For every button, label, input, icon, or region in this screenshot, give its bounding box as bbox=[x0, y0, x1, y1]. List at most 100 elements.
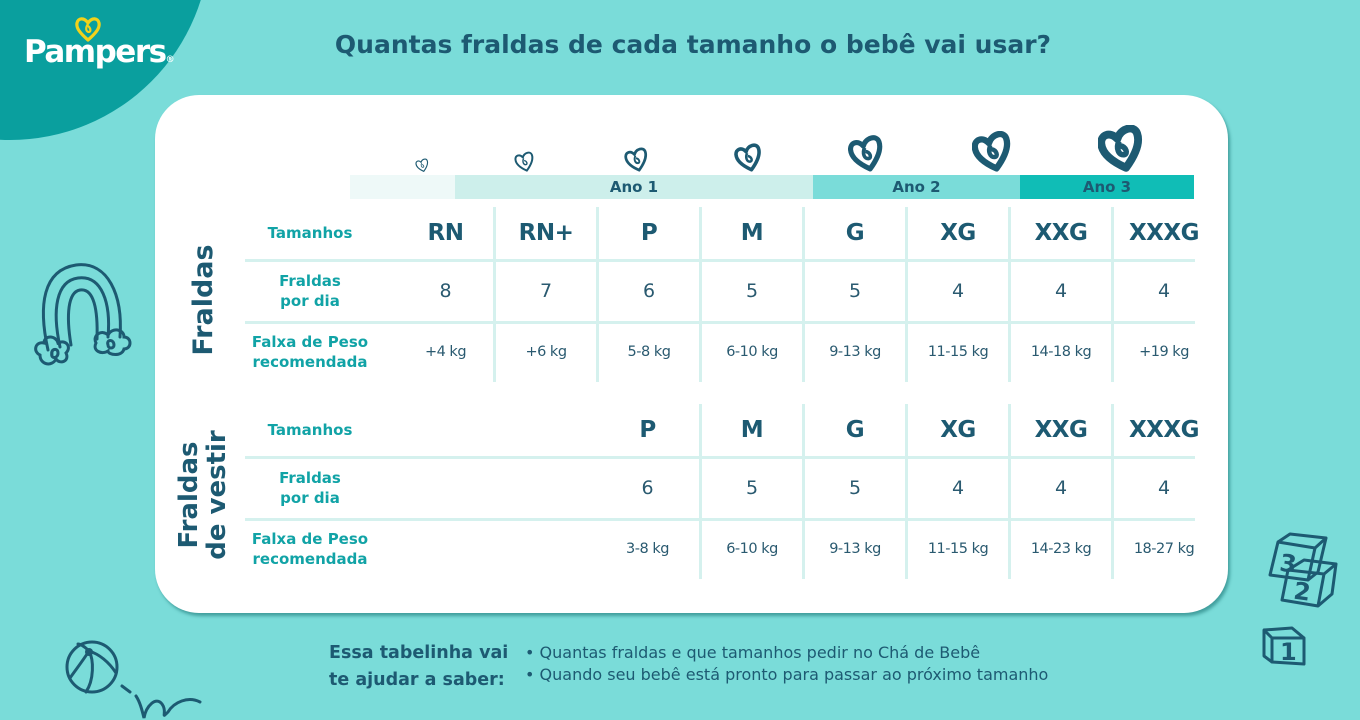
weight-range-cell: 6-10 kg bbox=[699, 519, 802, 579]
footer-lead-line2: te ajudar a saber: bbox=[329, 670, 505, 690]
row-divider bbox=[245, 456, 1195, 459]
registered-mark: ® bbox=[165, 55, 175, 65]
row-label-line2: por dia bbox=[280, 292, 340, 310]
footer-lead: Essa tabelinha vai te ajudar a saber: bbox=[329, 640, 529, 694]
diapers-per-day-cell bbox=[493, 458, 596, 518]
size-cell: RN bbox=[427, 220, 464, 246]
row-label: Falxa de Peso recomendada bbox=[245, 322, 375, 382]
diapers-per-day-cell: 7 bbox=[493, 261, 596, 321]
row-label-line2: recomendada bbox=[252, 353, 368, 371]
weight-range-cell bbox=[493, 519, 596, 579]
size-cell bbox=[398, 404, 493, 456]
fraldas-sizes-row: Tamanhos RN RN+ P M G XG XXG XXXG bbox=[245, 207, 1214, 259]
size-cell: M bbox=[699, 207, 802, 259]
row-label-line1: Fraldas bbox=[279, 272, 341, 290]
heart-size-icon bbox=[1098, 125, 1143, 172]
age-segment-ano-2: Ano 2 bbox=[813, 175, 1020, 199]
diapers-per-day-cell: 8 bbox=[439, 280, 452, 302]
weight-range-cell bbox=[398, 519, 493, 579]
fraldas-weight-row: Falxa de Peso recomendada +4 kg +6 kg 5-8 kg… bbox=[245, 322, 1214, 382]
footer-bullet-list: Quantas fraldas e que tamanhos pedir no … bbox=[525, 642, 1049, 686]
size-cell: XG bbox=[905, 207, 1008, 259]
size-cell: G bbox=[802, 404, 905, 456]
footer-lead-line1: Essa tabelinha vai bbox=[329, 643, 509, 663]
growth-hearts-row bbox=[350, 115, 1194, 173]
fraldas-vestir-weight-row: Falxa de Peso recomendada 3-8 kg 6-10 kg 9-1… bbox=[245, 519, 1214, 579]
weight-range-cell: +4 kg bbox=[424, 344, 467, 360]
size-cell: G bbox=[802, 207, 905, 259]
fraldas-table: Tamanhos RN RN+ P M G XG XXG XXXG Fraldas por dia 8… bbox=[245, 207, 1200, 382]
row-label: Tamanhos bbox=[267, 224, 353, 242]
diapers-per-day-cell: 5 bbox=[802, 458, 905, 518]
block-number-1: 1 bbox=[1280, 638, 1297, 666]
diapers-per-day-cell: 5 bbox=[802, 261, 905, 321]
block-number-3: 3 bbox=[1278, 549, 1298, 579]
diapers-per-day-cell: 4 bbox=[1008, 261, 1111, 321]
diapers-per-day-cell bbox=[398, 458, 493, 518]
weight-range-cell: +19 kg bbox=[1111, 322, 1214, 382]
stacked-blocks-icon: 3 2 1 bbox=[1262, 532, 1338, 666]
row-label-line1: Falxa de Peso bbox=[251, 530, 369, 548]
row-label: Fraldas por dia bbox=[245, 458, 375, 518]
diapers-per-day-cell: 4 bbox=[1008, 458, 1111, 518]
heart-size-icon bbox=[624, 147, 648, 172]
diapers-per-day-cell: 4 bbox=[905, 458, 1008, 518]
age-segment-ano-3: Ano 3 bbox=[1020, 175, 1194, 199]
row-label: Falxa de Peso recomendada bbox=[245, 519, 375, 579]
footer-bullet: Quantas fraldas e que tamanhos pedir no … bbox=[525, 642, 1048, 664]
weight-range-cell: 14-18 kg bbox=[1008, 322, 1111, 382]
block-number-2: 2 bbox=[1292, 577, 1312, 607]
weight-range-cell: 11-15 kg bbox=[905, 322, 1008, 382]
diapers-per-day-cell: 5 bbox=[699, 458, 802, 518]
title-bold: Quantas fraldas bbox=[334, 30, 560, 59]
size-cell bbox=[493, 404, 596, 456]
diapers-per-day-cell: 5 bbox=[699, 261, 802, 321]
diapers-per-day-cell: 4 bbox=[1111, 458, 1214, 518]
row-divider bbox=[245, 518, 1195, 521]
weight-range-cell: +6 kg bbox=[493, 322, 596, 382]
row-label-line2: recomendada bbox=[252, 550, 368, 568]
row-divider bbox=[245, 259, 1195, 262]
fraldas-vestir-per-day-row: Fraldas por dia 6 5 5 4 4 4 bbox=[245, 458, 1214, 518]
weight-range-cell: 9-13 kg bbox=[802, 322, 905, 382]
row-label: Tamanhos bbox=[267, 421, 353, 439]
size-cell: RN+ bbox=[493, 207, 596, 259]
weight-range-cell: 18-27 kg bbox=[1111, 519, 1214, 579]
age-segment-newborn bbox=[350, 175, 455, 199]
size-cell: XG bbox=[905, 404, 1008, 456]
size-cell: XXXG bbox=[1111, 207, 1214, 259]
footer-bullet: Quando seu bebê está pronto para passar … bbox=[525, 664, 1049, 686]
diapers-per-day-cell: 4 bbox=[905, 261, 1008, 321]
heart-size-icon bbox=[414, 158, 428, 172]
logo-wordmark: Pampers bbox=[24, 34, 167, 70]
rainbow-icon bbox=[34, 263, 132, 366]
size-cell: P bbox=[639, 417, 656, 443]
weight-range-cell: 9-13 kg bbox=[802, 519, 905, 579]
size-cell: XXG bbox=[1008, 207, 1111, 259]
heart-size-icon bbox=[972, 131, 1011, 172]
heart-size-icon bbox=[848, 135, 883, 172]
section-label-line1: Fraldas bbox=[174, 441, 204, 549]
row-label-line2: por dia bbox=[280, 489, 340, 507]
size-cell: XXXG bbox=[1111, 404, 1214, 456]
section-label-fraldas: Fraldas bbox=[188, 244, 219, 356]
page-title: Quantas fraldas de cada tamanho o bebê v… bbox=[0, 30, 1360, 59]
beach-ball-icon bbox=[65, 640, 202, 719]
age-bar: Ano 1 Ano 2 Ano 3 bbox=[350, 175, 1194, 199]
pampers-logo: Pampers® bbox=[24, 17, 175, 74]
heart-size-icon bbox=[514, 151, 534, 172]
section-label-line2: de vestir bbox=[202, 430, 232, 560]
diapers-per-day-cell: 6 bbox=[596, 261, 699, 321]
row-label-line1: Falxa de Peso bbox=[251, 333, 369, 351]
weight-range-cell: 11-15 kg bbox=[905, 519, 1008, 579]
fraldas-vestir-table: Tamanhos P M G XG XXG XXXG Fraldas por dia 6 5 5 4 4 4… bbox=[245, 404, 1200, 579]
diapers-per-day-cell: 6 bbox=[641, 477, 654, 499]
row-label: Fraldas por dia bbox=[245, 261, 375, 321]
heart-logo-icon bbox=[75, 17, 101, 42]
age-segment-ano-1: Ano 1 bbox=[455, 175, 813, 199]
fraldas-per-day-row: Fraldas por dia 8 7 6 5 5 4 4 4 bbox=[245, 261, 1214, 321]
section-label-fraldas-vestir: Fraldas de vestir bbox=[174, 420, 235, 570]
heart-size-icon bbox=[734, 143, 761, 172]
size-cell: M bbox=[699, 404, 802, 456]
diapers-per-day-cell: 4 bbox=[1111, 261, 1214, 321]
